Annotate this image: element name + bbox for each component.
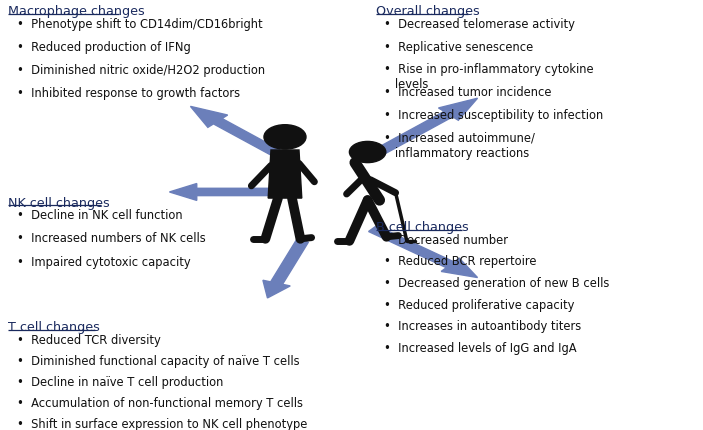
Text: Overall changes: Overall changes bbox=[376, 6, 479, 18]
Text: •  Decline in naïve T cell production: • Decline in naïve T cell production bbox=[17, 375, 223, 388]
FancyArrow shape bbox=[169, 184, 274, 201]
Text: •  Reduced production of IFNg: • Reduced production of IFNg bbox=[17, 41, 191, 54]
Circle shape bbox=[264, 126, 306, 150]
Text: •  Reduced proliferative capacity: • Reduced proliferative capacity bbox=[385, 298, 575, 311]
Text: •  Increased autoimmune/
   inflammatory reactions: • Increased autoimmune/ inflammatory rea… bbox=[385, 132, 535, 160]
Text: •  Increased levels of IgG and IgA: • Increased levels of IgG and IgA bbox=[385, 341, 577, 354]
Text: •  Reduced TCR diversity: • Reduced TCR diversity bbox=[17, 333, 160, 346]
Polygon shape bbox=[268, 150, 302, 199]
Text: •  Decreased number: • Decreased number bbox=[385, 233, 508, 246]
Text: T cell changes: T cell changes bbox=[8, 321, 101, 334]
Text: •  Phenotype shift to CD14dim/CD16bright: • Phenotype shift to CD14dim/CD16bright bbox=[17, 18, 262, 31]
Text: •  Shift in surface expression to NK cell phenotype: • Shift in surface expression to NK cell… bbox=[17, 418, 307, 430]
Text: •  Reduced BCR repertoire: • Reduced BCR repertoire bbox=[385, 255, 537, 268]
Text: •  Inhibited response to growth factors: • Inhibited response to growth factors bbox=[17, 87, 240, 100]
Text: •  Accumulation of non-functional memory T cells: • Accumulation of non-functional memory … bbox=[17, 396, 303, 409]
FancyArrow shape bbox=[263, 240, 309, 298]
Text: •  Diminished nitric oxide/H2O2 production: • Diminished nitric oxide/H2O2 productio… bbox=[17, 64, 265, 77]
Text: B cell changes: B cell changes bbox=[376, 221, 469, 234]
Text: Macrophage changes: Macrophage changes bbox=[8, 6, 145, 18]
Text: •  Increased numbers of NK cells: • Increased numbers of NK cells bbox=[17, 232, 205, 245]
Text: NK cell changes: NK cell changes bbox=[8, 197, 110, 209]
Text: •  Increased susceptibility to infection: • Increased susceptibility to infection bbox=[385, 109, 604, 122]
Circle shape bbox=[349, 142, 386, 163]
Text: •  Decline in NK cell function: • Decline in NK cell function bbox=[17, 209, 182, 222]
Text: •  Decreased telomerase activity: • Decreased telomerase activity bbox=[385, 18, 575, 31]
FancyArrow shape bbox=[191, 107, 299, 167]
FancyArrow shape bbox=[361, 99, 477, 163]
FancyArrow shape bbox=[368, 226, 477, 278]
Text: •  Decreased generation of new B cells: • Decreased generation of new B cells bbox=[385, 276, 610, 289]
Text: •  Replicative senescence: • Replicative senescence bbox=[385, 40, 534, 53]
Text: •  Rise in pro-inflammatory cytokine
   levels: • Rise in pro-inflammatory cytokine leve… bbox=[385, 63, 594, 91]
Text: •  Diminished functional capacity of naïve T cells: • Diminished functional capacity of naïv… bbox=[17, 354, 299, 367]
Text: •  Impaired cytotoxic capacity: • Impaired cytotoxic capacity bbox=[17, 255, 191, 268]
Text: •  Increases in autoantibody titers: • Increases in autoantibody titers bbox=[385, 319, 581, 332]
Text: •  Increased tumor incidence: • Increased tumor incidence bbox=[385, 86, 552, 99]
